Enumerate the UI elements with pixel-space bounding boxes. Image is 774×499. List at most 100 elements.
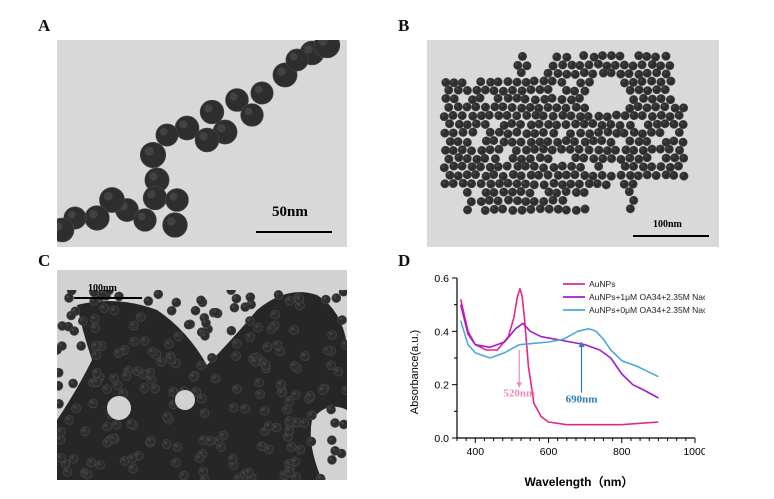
nanoparticle-b-highlight [490,137,494,141]
nanoparticle-b-highlight [524,131,528,134]
nanoparticle-b-highlight [487,147,491,150]
nanoparticle-b-highlight [442,147,446,151]
nanoparticle-b-highlight [450,130,454,134]
nanoparticle-b [558,110,568,120]
nanoparticle-a-highlight [57,222,63,231]
nanoparticle-c [64,293,74,303]
nanoparticle-b-highlight [671,155,675,158]
nanoparticle-c-highlight [174,444,178,448]
nanoparticle-b-highlight [495,163,499,167]
nanoparticle-b [526,204,536,214]
nanoparticle-b-highlight [459,163,463,167]
nanoparticle-c [128,320,139,331]
nanoparticle-c-highlight [192,307,196,311]
nanoparticle-c-highlight [229,455,233,460]
nanoparticle-b-highlight [496,129,500,133]
nanoparticle-b-highlight [491,88,495,91]
nanoparticle-b-highlight [470,113,474,117]
nanoparticle-b [520,94,530,104]
nanoparticle-b [467,146,477,156]
nanoparticle-c-highlight [213,309,217,313]
y-tick-label: 0.4 [434,326,449,338]
nanoparticle-c-highlight [66,417,70,421]
nanoparticle-c-highlight [168,356,172,360]
nanoparticle-b-highlight [622,112,626,116]
nanoparticle-c-highlight [130,465,134,469]
nanoparticle-b-highlight [567,130,571,134]
nanoparticle-b-highlight [604,147,608,151]
nanoparticle-b-highlight [446,156,450,160]
nanoparticle-c-highlight [309,412,313,416]
nanoparticle-c-highlight [115,349,119,354]
nanoparticle-b [502,110,512,120]
nanoparticle-b [489,204,499,214]
nanoparticle-b-highlight [541,182,545,186]
nanoparticle-c-highlight [155,291,159,295]
nanoparticle-c-highlight [70,380,74,384]
nanoparticle-b [637,60,647,70]
nanoparticle-b-highlight [509,87,513,91]
nanoparticle-b-highlight [599,122,603,126]
nanoparticle-b-highlight [626,70,630,74]
nanoparticle-b-highlight [442,181,446,184]
nanoparticle-b-highlight [676,147,680,151]
nanoparticle-c [305,391,316,401]
nanoparticle-b-highlight [531,78,535,82]
nanoparticle-b [607,154,617,164]
nanoparticle-b [678,120,688,130]
nanoparticle-b [448,128,458,138]
nanoparticle-b-highlight [680,105,684,109]
nanoparticle-b-highlight [527,104,531,108]
nanoparticle-b-highlight [590,71,593,75]
nanoparticle-b-highlight [630,147,634,151]
nanoparticle-b [493,93,503,103]
nanoparticle-b [471,170,481,180]
nanoparticle-b-highlight [599,172,603,176]
nanoparticle-a-highlight [147,190,156,199]
nanoparticle-b [508,170,518,180]
nanoparticle-b [580,137,590,147]
nanoparticle-c [284,416,295,426]
nanoparticle-c [68,453,79,464]
nanoparticle-c [282,404,292,415]
nanoparticle-a-highlight [277,67,286,76]
nanoparticle-c-highlight [285,460,290,464]
nanoparticle-b-highlight [635,172,639,176]
nanoparticle-b [534,119,544,129]
nanoparticle-b-highlight [455,104,459,108]
nanoparticle-b [480,85,490,95]
nanoparticle-b [503,178,513,188]
nanoparticle-b [507,137,517,147]
nanoparticle-a-highlight [217,124,226,133]
nanoparticle-b-highlight [586,62,590,66]
nanoparticle-b [629,195,639,205]
nanoparticle-b-highlight [477,95,481,99]
nanoparticle-a-highlight [179,120,188,129]
nanoparticle-b-highlight [477,78,481,82]
nanoparticle-b-highlight [559,182,563,185]
nanoparticle-c [129,336,139,347]
nanoparticle-c-highlight [261,407,265,411]
nanoparticle-b-highlight [657,129,661,133]
nanoparticle-c-highlight [247,294,251,298]
nanoparticle-b [629,111,639,121]
nanoparticle-c [289,325,299,335]
nanoparticle-b-highlight [550,113,554,117]
nanoparticle-c [263,444,274,455]
nanoparticle-b [441,145,451,155]
nanoparticle-c [336,448,347,459]
nanoparticle-b-highlight [560,112,564,116]
nanoparticle-c-highlight [92,343,96,347]
nanoparticle-c-highlight [286,418,290,422]
nanoparticle-c-highlight [338,450,342,454]
nanoparticle-b-highlight [627,172,631,176]
nanoparticle-c [92,377,102,387]
nanoparticle-c [68,378,78,389]
nanoparticle-c [227,454,238,464]
nanoparticle-b [462,170,472,180]
x-tick-label: 800 [613,446,631,458]
nanoparticle-a-highlight [137,212,146,221]
nanoparticle-b-highlight [608,52,612,56]
nanoparticle-a [155,123,179,147]
nanoparticle-b [647,76,657,86]
